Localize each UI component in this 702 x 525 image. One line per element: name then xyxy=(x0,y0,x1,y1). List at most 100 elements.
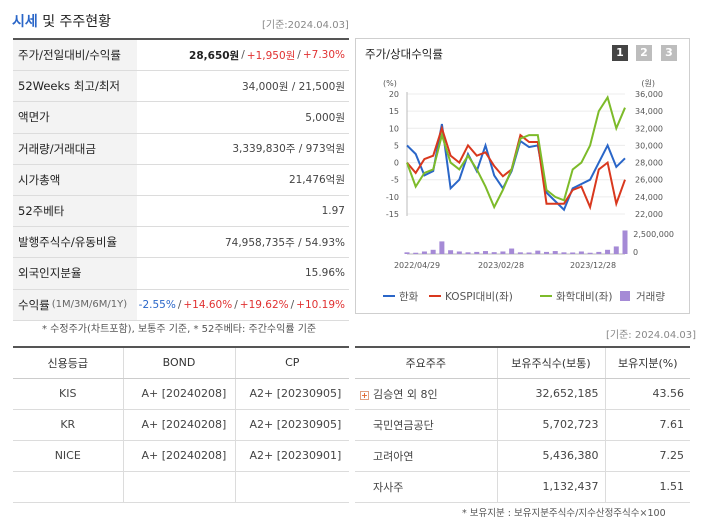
left-tick-label: 20 xyxy=(389,90,399,99)
shares-cell: 5,702,723 xyxy=(497,409,606,441)
expand-plus-icon[interactable]: + xyxy=(360,390,369,400)
volume-bar xyxy=(474,251,480,254)
volume-bar xyxy=(491,252,497,254)
volume-bar xyxy=(500,251,506,254)
x-tick-label: 2022/04/29 xyxy=(394,261,440,270)
right-tick-label: 34,000 xyxy=(635,107,663,116)
info-label: 52Weeks 최고/최저 xyxy=(13,71,137,102)
return-3m: +14.60% xyxy=(183,298,233,311)
chart-tab-3[interactable]: 3 xyxy=(661,45,677,61)
info-label: 외국인지분율 xyxy=(13,258,137,289)
info-value: -2.55% / +14.60% / +19.62% / +10.19% xyxy=(137,290,349,320)
legend-label: 화학대비(좌) xyxy=(556,291,613,303)
right-axis-unit: (원) xyxy=(641,79,655,88)
volume-bar xyxy=(613,246,619,254)
left-tick-label: 0 xyxy=(394,159,399,168)
shares-cell: 32,652,185 xyxy=(497,378,606,410)
volume-bar xyxy=(544,251,550,254)
agency-cell: KR xyxy=(13,409,124,441)
info-value: 15.96% xyxy=(304,267,345,280)
info-row-shares: 발행주식수/유동비율 74,958,735주 / 54.93% xyxy=(13,227,349,259)
volume-bar xyxy=(596,251,602,254)
table-row: + 김승연 외 8인 32,652,185 43.56 xyxy=(355,378,690,410)
volume-tick-label: 2,500,000 xyxy=(633,230,674,239)
ratio-cell: 43.56 xyxy=(605,378,690,410)
left-axis-unit: (%) xyxy=(383,79,397,88)
volume-bar xyxy=(561,252,567,254)
legend-swatch xyxy=(620,291,630,301)
volume-bar xyxy=(552,251,558,254)
chart-tab-1[interactable]: 1 xyxy=(612,45,628,61)
right-tick-label: 28,000 xyxy=(635,159,663,168)
volume-bar xyxy=(404,252,410,254)
volume-bar xyxy=(448,250,454,254)
holder-name-cell: 자사주 xyxy=(355,471,498,503)
info-row-volume: 거래량/거래대금 3,339,830주 / 973억원 xyxy=(13,133,349,165)
left-tick-label: 15 xyxy=(389,107,399,116)
holder-name-cell: 국민연금공단 xyxy=(355,409,498,441)
right-tick-label: 24,000 xyxy=(635,193,663,202)
table-row: 국민연금공단 5,702,723 7.61 xyxy=(355,409,690,441)
table-row: KR A+ [20240208] A2+ [20230905] xyxy=(13,409,349,441)
info-label: 주가/전일대비/수익률 xyxy=(13,40,137,71)
info-value: 3,339,830주 / 973억원 xyxy=(232,143,345,156)
separator: / xyxy=(290,298,295,311)
info-row-foreign-ratio: 외국인지분율 15.96% xyxy=(13,258,349,290)
stock-info-table: 주가/전일대비/수익률 28,650원 / +1,950원 / +7.30% 5… xyxy=(13,38,349,321)
table-row: KIS A+ [20240208] A2+ [20230905] xyxy=(13,378,349,410)
volume-bar xyxy=(439,241,445,254)
info-label: 수익률 (1M/3M/6M/1Y) xyxy=(13,289,137,320)
volume-bar xyxy=(605,249,611,254)
returns-sublabel: (1M/3M/6M/1Y) xyxy=(51,299,128,311)
column-header: 신용등급 xyxy=(13,347,124,379)
cp-rating-cell xyxy=(235,471,349,503)
volume-bar xyxy=(421,251,427,254)
holder-name-cell: 고려아연 xyxy=(355,440,498,472)
price-chart: (%) (원) 20 15 10 5 0 -5 -10 -15 36,000 34,000 32,000… xyxy=(383,79,674,303)
info-row-52weeks: 52Weeks 최고/최저 34,000원 / 21,500원 xyxy=(13,71,349,103)
table-row xyxy=(13,471,349,503)
info-value: 21,476억원 xyxy=(288,174,345,187)
x-tick-label: 2023/12/28 xyxy=(570,261,616,270)
shareholders-table: 주요주주 보유주식수(보통) 보유지분(%) + 김승연 외 8인 32,652… xyxy=(355,346,690,503)
left-tick-label: 10 xyxy=(389,124,399,133)
right-tick-label: 30,000 xyxy=(635,141,663,150)
table-row: 자사주 1,132,437 1.51 xyxy=(355,471,690,503)
info-label: 거래량/거래대금 xyxy=(13,133,137,164)
info-label: 액면가 xyxy=(13,102,137,133)
return-1y: +10.19% xyxy=(296,298,345,311)
column-header: 주요주주 xyxy=(355,347,498,379)
title-rest: 및 주주현황 xyxy=(37,14,112,30)
info-value: 1.97 xyxy=(321,205,345,218)
table-row: NICE A+ [20240208] A2+ [20230901] xyxy=(13,440,349,472)
info-value: 5,000원 xyxy=(305,111,345,124)
ratio-cell: 1.51 xyxy=(605,471,690,503)
legend-label: KOSPI대비(좌) xyxy=(445,291,513,303)
info-value: 74,958,735주 / 54.93% xyxy=(224,236,345,249)
volume-tick-label: 0 xyxy=(633,248,638,257)
volume-bar xyxy=(526,252,532,254)
right-tick-label: 36,000 xyxy=(635,90,663,99)
return-1m: -2.55% xyxy=(138,298,176,311)
chart-tab-2[interactable]: 2 xyxy=(636,45,652,61)
column-header: 보유지분(%) xyxy=(605,347,690,379)
info-row-returns: 수익률 (1M/3M/6M/1Y) -2.55% / +14.60% / +19… xyxy=(13,289,349,321)
price-change-rate: +7.30% xyxy=(302,49,345,62)
legend-label: 거래량 xyxy=(636,291,665,303)
info-row-par-value: 액면가 5,000원 xyxy=(13,102,349,134)
return-6m: +19.62% xyxy=(239,298,289,311)
shares-cell: 5,436,380 xyxy=(497,440,606,472)
bond-rating-cell: A+ [20240208] xyxy=(123,409,236,441)
holder-name-cell[interactable]: + 김승연 외 8인 xyxy=(355,378,498,410)
chart-title: 주가/상대수익률 xyxy=(365,47,443,61)
cp-rating-cell: A2+ [20230901] xyxy=(235,440,349,472)
footnote-holdings: * 보유지분 : 보유지분주식수/지수산정주식수×100 xyxy=(462,508,666,519)
left-tick-label: 5 xyxy=(394,141,399,150)
agency-cell xyxy=(13,471,124,503)
left-tick-label: -5 xyxy=(391,176,399,185)
agency-cell: NICE xyxy=(13,440,124,472)
volume-bar xyxy=(430,249,436,254)
separator: / xyxy=(241,49,245,62)
volume-bar xyxy=(482,251,488,254)
right-tick-label: 22,000 xyxy=(635,210,663,219)
